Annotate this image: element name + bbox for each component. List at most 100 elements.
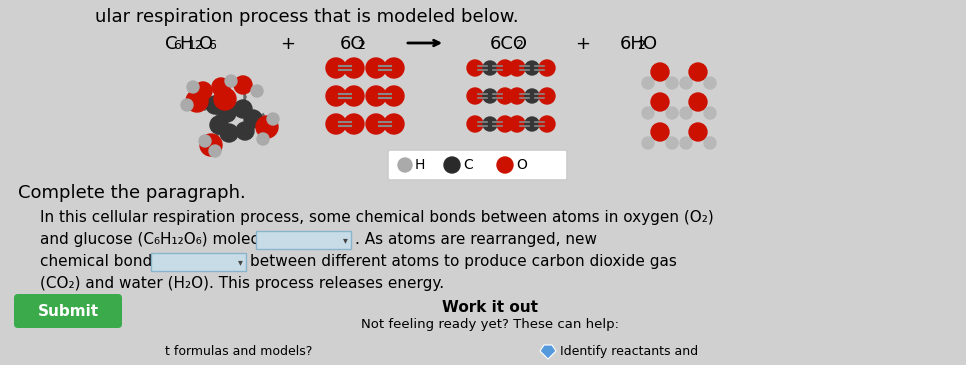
Circle shape	[199, 135, 211, 147]
Circle shape	[214, 88, 236, 110]
Text: H: H	[415, 158, 425, 172]
Circle shape	[210, 116, 228, 134]
Circle shape	[525, 89, 539, 103]
Circle shape	[234, 76, 252, 94]
Circle shape	[666, 77, 678, 89]
Circle shape	[384, 58, 404, 78]
Text: Work it out: Work it out	[442, 300, 538, 315]
Text: Complete the paragraph.: Complete the paragraph.	[18, 184, 245, 202]
Circle shape	[444, 157, 460, 173]
Circle shape	[497, 88, 513, 104]
Circle shape	[398, 158, 412, 172]
Text: . As atoms are rearranged, new: . As atoms are rearranged, new	[355, 232, 597, 247]
Text: Submit: Submit	[38, 304, 99, 319]
Circle shape	[187, 81, 199, 93]
Circle shape	[366, 58, 386, 78]
Circle shape	[220, 124, 238, 142]
Circle shape	[344, 86, 364, 106]
Circle shape	[497, 60, 513, 76]
Text: 6H: 6H	[620, 35, 645, 53]
Circle shape	[366, 114, 386, 134]
Text: 6O: 6O	[340, 35, 365, 53]
Text: Identify reactants and: Identify reactants and	[560, 345, 698, 358]
Circle shape	[200, 134, 222, 156]
Circle shape	[186, 90, 208, 112]
Text: 6: 6	[174, 39, 182, 52]
Circle shape	[267, 113, 279, 125]
Circle shape	[642, 107, 654, 119]
Circle shape	[244, 110, 262, 128]
FancyBboxPatch shape	[14, 294, 122, 328]
Circle shape	[680, 77, 692, 89]
Circle shape	[651, 63, 669, 81]
Circle shape	[344, 58, 364, 78]
Circle shape	[483, 61, 497, 75]
Text: between different atoms to produce carbon dioxide gas: between different atoms to produce carbo…	[250, 254, 677, 269]
Circle shape	[704, 137, 716, 149]
Circle shape	[194, 82, 212, 100]
Text: and glucose (C₆H₁₂O₆) molecules are: and glucose (C₆H₁₂O₆) molecules are	[40, 232, 320, 247]
Circle shape	[539, 88, 555, 104]
Circle shape	[257, 133, 269, 145]
Polygon shape	[540, 345, 556, 359]
Text: +: +	[280, 35, 295, 53]
Circle shape	[525, 61, 539, 75]
Circle shape	[326, 86, 346, 106]
Circle shape	[642, 77, 654, 89]
Circle shape	[467, 88, 483, 104]
Circle shape	[384, 86, 404, 106]
Text: Not feeling ready yet? These can help:: Not feeling ready yet? These can help:	[361, 318, 619, 331]
Text: In this cellular respiration process, some chemical bonds between atoms in oxyge: In this cellular respiration process, so…	[40, 210, 714, 225]
Circle shape	[218, 104, 236, 122]
Text: (CO₂) and water (H₂O). This process releases energy.: (CO₂) and water (H₂O). This process rele…	[40, 276, 444, 291]
Circle shape	[680, 107, 692, 119]
Text: ▾: ▾	[239, 257, 243, 267]
Circle shape	[206, 96, 224, 114]
Text: 2: 2	[516, 39, 524, 52]
Circle shape	[497, 116, 513, 132]
Circle shape	[651, 123, 669, 141]
Circle shape	[539, 116, 555, 132]
Text: O: O	[199, 35, 213, 53]
Circle shape	[467, 60, 483, 76]
Text: O: O	[516, 158, 526, 172]
Circle shape	[525, 117, 539, 131]
Circle shape	[509, 88, 525, 104]
Text: t formulas and models?: t formulas and models?	[165, 345, 312, 358]
Text: ular respiration process that is modeled below.: ular respiration process that is modeled…	[95, 8, 519, 26]
Text: 12: 12	[187, 39, 204, 52]
Circle shape	[666, 107, 678, 119]
Text: 6CO: 6CO	[490, 35, 528, 53]
Circle shape	[642, 137, 654, 149]
Circle shape	[236, 122, 254, 140]
Circle shape	[539, 60, 555, 76]
Circle shape	[651, 93, 669, 111]
Text: 6: 6	[208, 39, 215, 52]
FancyBboxPatch shape	[388, 150, 567, 180]
Circle shape	[234, 100, 252, 118]
Circle shape	[704, 107, 716, 119]
Text: chemical bonds are: chemical bonds are	[40, 254, 190, 269]
Circle shape	[326, 114, 346, 134]
Circle shape	[251, 85, 263, 97]
Circle shape	[704, 77, 716, 89]
FancyBboxPatch shape	[152, 253, 246, 271]
Circle shape	[483, 89, 497, 103]
Text: C: C	[463, 158, 472, 172]
Circle shape	[212, 78, 230, 96]
Circle shape	[689, 123, 707, 141]
Text: H: H	[180, 35, 193, 53]
Text: ▾: ▾	[343, 235, 348, 245]
Circle shape	[225, 75, 237, 87]
Circle shape	[509, 60, 525, 76]
Circle shape	[689, 93, 707, 111]
Text: 2: 2	[637, 39, 645, 52]
Circle shape	[326, 58, 346, 78]
Circle shape	[366, 86, 386, 106]
Circle shape	[483, 117, 497, 131]
Circle shape	[509, 116, 525, 132]
FancyBboxPatch shape	[256, 231, 352, 249]
Circle shape	[689, 63, 707, 81]
Circle shape	[344, 114, 364, 134]
Text: 2: 2	[357, 39, 365, 52]
